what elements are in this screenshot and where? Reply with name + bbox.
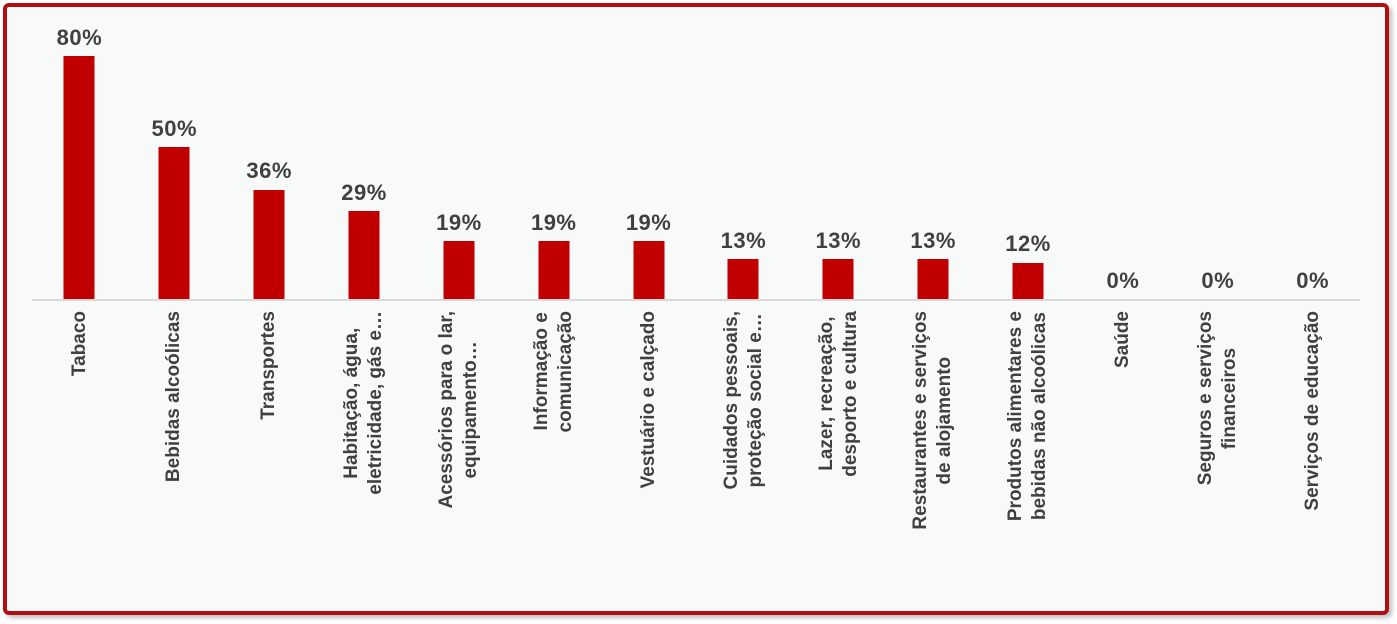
category-label-cell: Lazer, recreação, desporto e cultura bbox=[791, 299, 886, 603]
bar-cell: 13% bbox=[791, 7, 886, 299]
category-label: Cuidados pessoais, proteção social e… bbox=[720, 311, 766, 490]
chart-column: 0% Saúde bbox=[1075, 7, 1170, 603]
category-label: Saúde bbox=[1112, 311, 1133, 369]
category-label-cell: Restaurantes e serviços de alojamento bbox=[886, 299, 981, 603]
data-label: 13% bbox=[910, 228, 956, 254]
data-label: 29% bbox=[341, 179, 387, 205]
chart-column: 0% Seguros e serviços financeiros bbox=[1170, 7, 1265, 603]
chart-column: 13% Cuidados pessoais, proteção social e… bbox=[696, 7, 791, 603]
chart-column: 19% Acessórios para o lar, equipamento… bbox=[411, 7, 506, 603]
chart-column: 13% Restaurantes e serviços de alojamento bbox=[886, 7, 981, 603]
category-label: Serviços de educação bbox=[1301, 311, 1323, 511]
chart-column: 19% Informação e comunicação bbox=[506, 7, 601, 603]
chart-column: 13% Lazer, recreação, desporto e cultura bbox=[791, 7, 886, 603]
data-label: 0% bbox=[1201, 267, 1235, 293]
category-label: Vestuário e calçado bbox=[637, 311, 659, 489]
data-label: 0% bbox=[1106, 267, 1140, 293]
category-label: Transportes bbox=[258, 311, 280, 420]
data-label: 36% bbox=[246, 158, 292, 184]
category-label-cell: Produtos alimentares e bebidas não alcoó… bbox=[981, 299, 1076, 603]
category-label: Acessórios para o lar, equipamento… bbox=[436, 311, 481, 509]
chart-column: 36% Transportes bbox=[222, 7, 317, 603]
bar bbox=[633, 241, 665, 299]
bar-cell: 80% bbox=[32, 7, 127, 299]
category-label: Bebidas alcoólicas bbox=[163, 311, 185, 483]
bar bbox=[917, 259, 949, 299]
chart-column: 0% Serviços de educação bbox=[1265, 7, 1360, 603]
chart-column: 80% Tabaco bbox=[32, 7, 127, 603]
bar-cell: 19% bbox=[601, 7, 696, 299]
bar-cell: 0% bbox=[1075, 7, 1170, 299]
bar-cell: 13% bbox=[696, 7, 791, 299]
category-label-cell: Informação e comunicação bbox=[506, 299, 601, 603]
category-label: Tabaco bbox=[68, 311, 90, 377]
chart-columns: 80% Tabaco 50% Bebidas alcoólicas 36% Transpo… bbox=[32, 7, 1360, 603]
category-label-cell: Saúde bbox=[1075, 299, 1170, 603]
bar bbox=[443, 241, 475, 299]
data-label: 19% bbox=[625, 210, 672, 236]
bar-chart-plot-area: 80% Tabaco 50% Bebidas alcoólicas 36% Transpo… bbox=[7, 7, 1385, 611]
bar-cell: 0% bbox=[1170, 7, 1265, 299]
bar-cell: 19% bbox=[411, 7, 506, 299]
category-label: Habitação, água, eletricidade, gás e… bbox=[341, 311, 386, 495]
category-label-cell: Habitação, água, eletricidade, gás e… bbox=[317, 299, 412, 603]
bar bbox=[727, 259, 759, 299]
bar bbox=[822, 259, 854, 299]
data-label: 13% bbox=[720, 228, 767, 254]
category-label: Produtos alimentares e bebidas não alcoó… bbox=[1005, 311, 1051, 522]
data-label: 80% bbox=[56, 24, 103, 50]
category-label-cell: Serviços de educação bbox=[1265, 299, 1360, 603]
category-label-cell: Acessórios para o lar, equipamento… bbox=[411, 299, 506, 603]
category-label-cell: Bebidas alcoólicas bbox=[127, 299, 222, 603]
chart-column: 50% Bebidas alcoólicas bbox=[127, 7, 222, 603]
category-label: Informação e comunicação bbox=[530, 311, 576, 433]
bar bbox=[348, 210, 380, 299]
bar-cell: 0% bbox=[1265, 7, 1360, 299]
data-label: 19% bbox=[530, 210, 577, 236]
x-axis-line bbox=[32, 299, 1360, 301]
category-label-cell: Seguros e serviços financeiros bbox=[1170, 299, 1265, 603]
chart-column: 29% Habitação, água, eletricidade, gás e… bbox=[317, 7, 412, 603]
bar-cell: 13% bbox=[886, 7, 981, 299]
bar-cell: 29% bbox=[317, 7, 412, 299]
bar-cell: 19% bbox=[506, 7, 601, 299]
bar bbox=[63, 55, 95, 299]
category-label: Restaurantes e serviços de alojamento bbox=[910, 311, 956, 530]
data-label: 50% bbox=[151, 115, 198, 141]
bar-cell: 50% bbox=[127, 7, 222, 299]
category-label-cell: Cuidados pessoais, proteção social e… bbox=[696, 299, 791, 603]
category-label-cell: Tabaco bbox=[32, 299, 127, 603]
data-label: 13% bbox=[815, 228, 862, 254]
data-label: 0% bbox=[1296, 267, 1329, 293]
bar-cell: 36% bbox=[222, 7, 317, 299]
bar bbox=[253, 189, 285, 299]
bar bbox=[158, 146, 190, 299]
data-label: 12% bbox=[1005, 231, 1051, 257]
bar-cell: 12% bbox=[981, 7, 1076, 299]
category-label: Seguros e serviços financeiros bbox=[1194, 311, 1240, 486]
bar bbox=[538, 241, 570, 299]
category-label: Lazer, recreação, desporto e cultura bbox=[815, 311, 861, 477]
data-label: 19% bbox=[436, 210, 482, 236]
category-label-cell: Vestuário e calçado bbox=[601, 299, 696, 603]
chart-frame: 80% Tabaco 50% Bebidas alcoólicas 36% Transpo… bbox=[3, 3, 1389, 615]
category-label-cell: Transportes bbox=[222, 299, 317, 603]
chart-column: 19% Vestuário e calçado bbox=[601, 7, 696, 603]
bar bbox=[1012, 262, 1044, 299]
chart-column: 12% Produtos alimentares e bebidas não al… bbox=[981, 7, 1076, 603]
